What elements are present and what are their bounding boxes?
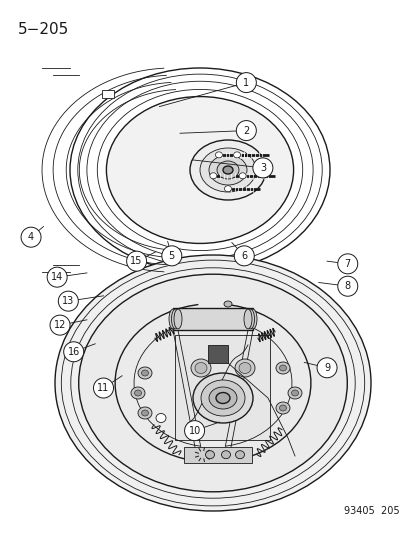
Ellipse shape [216,161,238,179]
Circle shape [58,291,78,311]
Ellipse shape [275,402,289,414]
Circle shape [252,158,272,178]
Circle shape [316,358,336,378]
Circle shape [126,251,146,271]
Circle shape [161,246,181,266]
Ellipse shape [141,410,148,416]
Circle shape [93,378,113,398]
Text: 14: 14 [51,272,63,282]
Ellipse shape [190,359,211,377]
Ellipse shape [55,255,370,511]
Circle shape [236,120,256,141]
FancyBboxPatch shape [175,335,269,440]
Bar [102,90,114,98]
Text: 16: 16 [67,347,80,357]
Ellipse shape [233,152,240,158]
Circle shape [21,227,41,247]
Text: 13: 13 [62,296,74,306]
Text: 12: 12 [54,320,66,330]
Ellipse shape [235,451,244,459]
Ellipse shape [192,373,252,423]
Text: 6: 6 [241,251,247,261]
Circle shape [236,72,256,93]
Ellipse shape [134,390,141,396]
Ellipse shape [223,166,233,174]
Ellipse shape [287,387,301,399]
Text: 93405  205: 93405 205 [344,506,399,516]
FancyBboxPatch shape [207,345,228,363]
Ellipse shape [243,309,252,329]
Ellipse shape [138,367,152,379]
Ellipse shape [291,390,298,396]
Ellipse shape [221,451,230,459]
Text: 8: 8 [344,281,350,291]
Ellipse shape [205,451,214,459]
Circle shape [337,254,357,274]
FancyBboxPatch shape [183,447,252,463]
Ellipse shape [275,362,289,374]
Ellipse shape [141,370,148,376]
Ellipse shape [279,365,286,371]
Ellipse shape [169,309,177,329]
Ellipse shape [209,155,247,185]
Ellipse shape [201,380,244,416]
Text: 2: 2 [242,126,249,135]
Ellipse shape [246,309,254,329]
Ellipse shape [238,362,250,374]
Text: 4: 4 [28,232,34,242]
Ellipse shape [138,407,152,419]
Text: 7: 7 [344,259,350,269]
Ellipse shape [223,301,231,307]
Text: 3: 3 [259,163,265,173]
Ellipse shape [216,392,230,403]
FancyBboxPatch shape [173,308,252,330]
Ellipse shape [173,309,182,329]
Text: 10: 10 [188,426,200,435]
Circle shape [47,267,67,287]
Ellipse shape [215,152,222,158]
Ellipse shape [195,362,206,374]
Ellipse shape [78,274,347,492]
Text: 5−205: 5−205 [18,22,69,37]
Ellipse shape [209,387,236,409]
Ellipse shape [131,387,145,399]
Ellipse shape [209,173,216,179]
Circle shape [184,421,204,441]
Ellipse shape [190,140,266,200]
Ellipse shape [239,173,246,179]
Text: 9: 9 [323,363,329,373]
Ellipse shape [224,185,231,192]
Circle shape [64,342,83,362]
Ellipse shape [248,309,256,329]
Ellipse shape [235,359,254,377]
Text: 11: 11 [97,383,109,393]
Ellipse shape [156,414,166,423]
Ellipse shape [106,96,293,244]
Ellipse shape [171,309,179,329]
Text: 15: 15 [130,256,142,266]
Ellipse shape [279,405,286,411]
Circle shape [337,276,357,296]
Text: 5: 5 [168,251,175,261]
Ellipse shape [199,148,255,192]
Circle shape [50,315,70,335]
Circle shape [234,246,254,266]
Text: 1: 1 [243,78,249,87]
